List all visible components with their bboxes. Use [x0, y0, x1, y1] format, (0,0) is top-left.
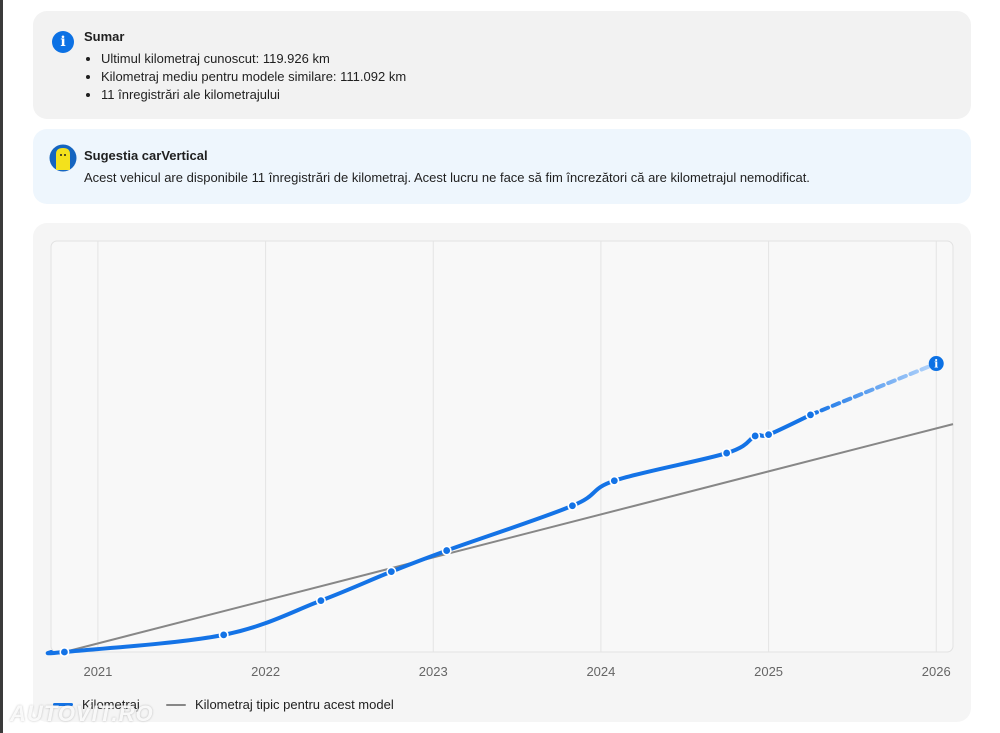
mileage-chart-card: 2021 2022 2023 2024 2025 2026 i Kilometraj Kil… — [33, 223, 971, 722]
mileage-chart: 2021 2022 2023 2024 2025 2026 i — [45, 240, 954, 679]
mileage-projection-line — [808, 361, 939, 417]
x-tick-label-2026: 2026 — [922, 664, 951, 679]
mileage-record-point-11[interactable] — [805, 409, 816, 420]
mileage-record-point-4[interactable] — [386, 566, 397, 577]
mileage-record-point-1[interactable] — [59, 646, 70, 657]
legend-label-mileage: Kilometraj — [82, 697, 140, 712]
mileage-record-point-9[interactable] — [750, 430, 761, 441]
x-tick-label-2024: 2024 — [586, 664, 615, 679]
suggestion-title: Sugestia carVertical — [84, 148, 208, 163]
mascot-icon — [49, 144, 77, 172]
legend-label-typical: Kilometraj tipic pentru acest model — [195, 697, 394, 712]
mileage-record-point-5[interactable] — [441, 545, 452, 556]
mileage-record-point-10[interactable] — [763, 429, 774, 440]
x-tick-label-2023: 2023 — [419, 664, 448, 679]
projection-info-icon[interactable] — [928, 356, 944, 372]
mileage-record-point-8[interactable] — [721, 448, 732, 459]
plot-area — [50, 240, 954, 653]
x-tick-label-2025: 2025 — [754, 664, 783, 679]
x-tick-label-2021: 2021 — [83, 664, 112, 679]
summary-item-record-count: 11 înregistrări ale kilometrajului — [101, 86, 406, 104]
mileage-record-point-3[interactable] — [315, 595, 326, 606]
mileage-record-point-2[interactable] — [218, 629, 229, 640]
typical-mileage-line — [64, 423, 954, 653]
summary-item-average-mileage: Kilometraj mediu pentru modele similare:… — [101, 68, 406, 86]
suggestion-card: Sugestia carVertical Acest vehicul are d… — [33, 129, 971, 204]
summary-list: Ultimul kilometraj cunoscut: 119.926 km … — [84, 50, 406, 104]
legend-item-mileage[interactable]: Kilometraj — [53, 697, 140, 712]
watermark-logo: AUTOVIT.RO — [10, 701, 154, 726]
legend-swatch-mileage — [53, 703, 73, 706]
suggestion-text: Acest vehicul are disponibile 11 înregis… — [84, 170, 810, 185]
window-edge — [0, 0, 3, 733]
mileage-record-point-6[interactable] — [567, 500, 578, 511]
legend-item-typical[interactable]: Kilometraj tipic pentru acest model — [166, 697, 394, 712]
x-tick-label-2022: 2022 — [251, 664, 280, 679]
info-icon: i — [52, 31, 74, 53]
projection-info-icon-glyph: i — [934, 358, 938, 371]
mileage-record-point-7[interactable] — [609, 475, 620, 486]
summary-title: Sumar — [84, 29, 125, 44]
legend-swatch-typical — [166, 703, 186, 706]
summary-card: i Sumar Ultimul kilometraj cunoscut: 119… — [33, 11, 971, 119]
summary-item-last-mileage: Ultimul kilometraj cunoscut: 119.926 km — [101, 50, 406, 68]
